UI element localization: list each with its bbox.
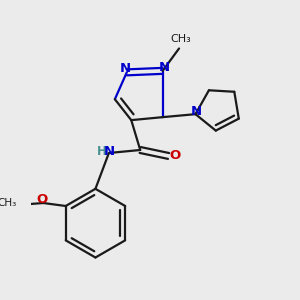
Text: N: N (104, 145, 115, 158)
Text: N: N (158, 61, 169, 74)
Text: CH₃: CH₃ (170, 34, 191, 44)
Text: O: O (36, 193, 47, 206)
Text: H: H (98, 145, 107, 158)
Text: N: N (120, 62, 131, 75)
Text: O: O (169, 148, 181, 162)
Text: N: N (190, 105, 202, 118)
Text: CH₃: CH₃ (0, 198, 16, 208)
